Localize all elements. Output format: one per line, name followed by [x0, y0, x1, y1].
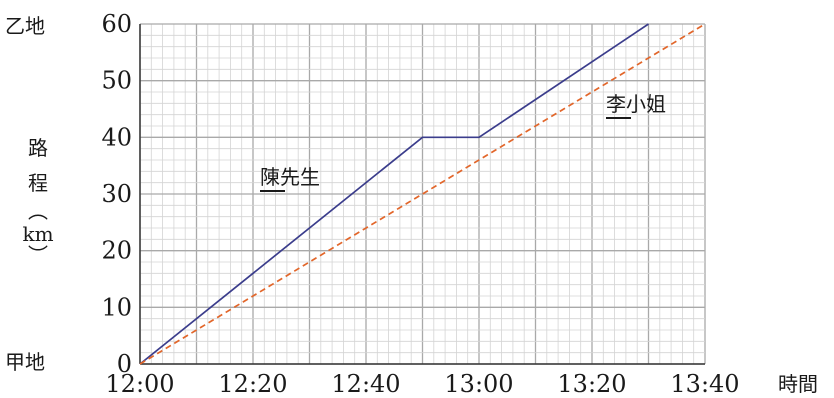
y-tick-label-3: 20	[101, 237, 132, 265]
y-axis-label-char-5: ︶	[28, 243, 48, 267]
y-tick-label-4: 30	[101, 180, 132, 208]
series-label-li-underlined: 李	[606, 92, 626, 116]
y-top-label: 乙地	[5, 14, 45, 38]
series-label-chen-rest: 先生	[280, 165, 320, 189]
y-tick-label-5: 40	[101, 123, 132, 151]
tick-labels: 12:00 12:20 12:40 13:00 13:20 13:40 0 10 20 30 40 5…	[101, 10, 739, 398]
x-tick-label-1: 12:00	[105, 370, 174, 398]
svg-text:李小姐: 李小姐	[606, 92, 666, 116]
y-tick-label-6: 50	[101, 67, 132, 95]
y-axis-label: 路 程 ︵ km ︶	[22, 136, 53, 267]
x-tick-label-2: 12:20	[218, 370, 287, 398]
y-bottom-label: 甲地	[5, 350, 45, 374]
series-label-chen: 陳先生	[260, 165, 320, 192]
y-tick-label-1: 0	[117, 350, 132, 378]
y-axis-label-char-4: km	[22, 222, 53, 246]
y-axis-label-char-2: 程	[28, 171, 48, 195]
series-label-li: 李小姐	[606, 92, 666, 119]
series-label-chen-underlined: 陳	[260, 165, 280, 189]
x-tick-label-5: 13:20	[557, 370, 626, 398]
series-label-li-rest: 小姐	[626, 92, 666, 116]
x-tick-label-4: 13:00	[444, 370, 513, 398]
series-group	[139, 23, 706, 365]
y-tick-label-2: 10	[101, 293, 132, 321]
svg-text:陳先生: 陳先生	[260, 165, 320, 189]
axes	[139, 24, 705, 365]
series-line-1	[139, 23, 649, 365]
x-tick-label-6: 13:40	[670, 370, 739, 398]
y-axis-label-char-1: 路	[28, 136, 48, 160]
y-axis-label-char-3: ︵	[28, 199, 48, 223]
y-tick-label-7: 60	[101, 10, 132, 38]
x-tick-label-3: 12:40	[331, 370, 400, 398]
x-axis-label: 時間	[778, 372, 818, 396]
